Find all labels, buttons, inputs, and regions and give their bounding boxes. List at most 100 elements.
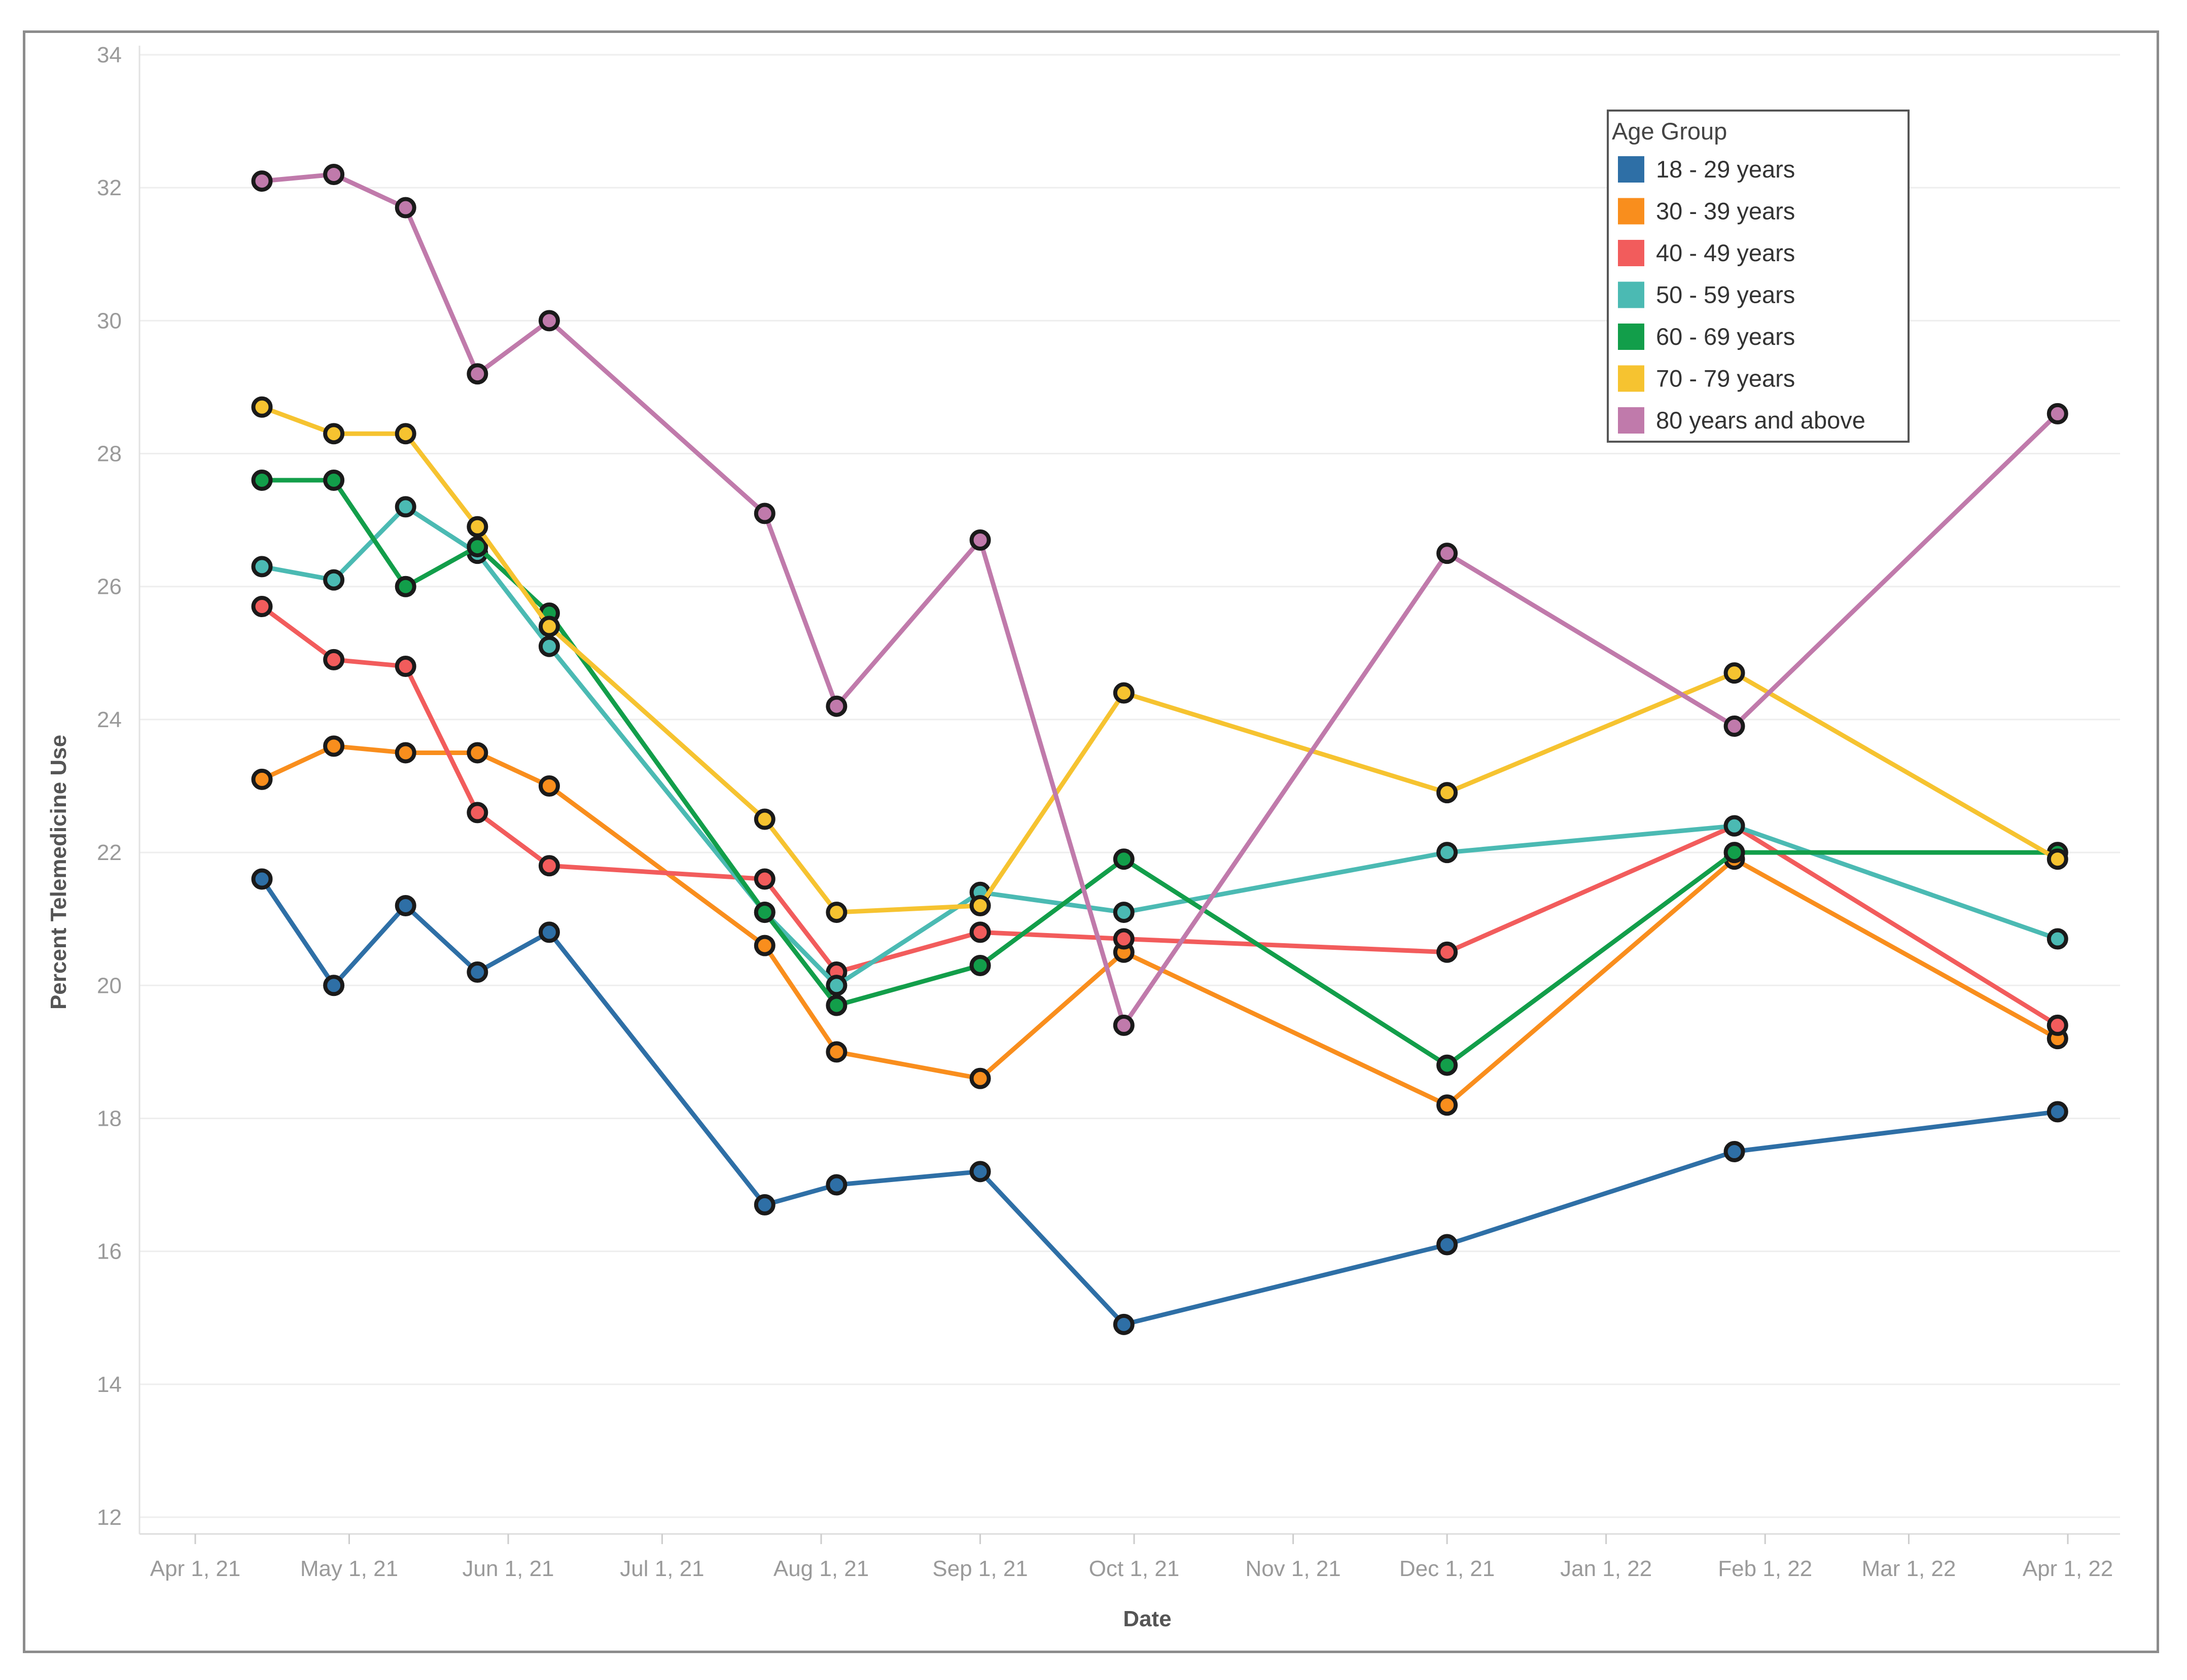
y-tick-label: 18 [97, 1106, 122, 1131]
data-point[interactable] [1113, 848, 1135, 870]
data-point[interactable] [754, 902, 775, 923]
data-point[interactable] [826, 695, 848, 717]
data-point[interactable] [538, 855, 560, 877]
data-point[interactable] [826, 902, 848, 923]
data-point[interactable] [323, 735, 345, 757]
data-point[interactable] [395, 576, 416, 597]
legend: Age Group 18 - 29 years 30 - 39 years 40 -… [1607, 110, 1910, 443]
legend-item[interactable]: 50 - 59 years [1618, 281, 1795, 308]
data-point[interactable] [969, 895, 991, 916]
data-point[interactable] [251, 396, 273, 418]
series-7 [251, 163, 2068, 1036]
x-tick-label: Apr 1, 21 [150, 1556, 241, 1581]
data-point[interactable] [467, 536, 488, 558]
data-point[interactable] [538, 310, 560, 332]
legend-title: Age Group [1612, 118, 1727, 145]
data-point[interactable] [2047, 1014, 2068, 1036]
data-point[interactable] [323, 649, 345, 670]
data-point[interactable] [969, 954, 991, 976]
data-point[interactable] [2047, 1101, 2068, 1123]
axes: 12 14 16 18 20 22 24 26 28 30 32 34 Apr 1, 21 May 1, … [97, 43, 2120, 1581]
x-tick-label: Sep 1, 21 [932, 1556, 1028, 1581]
data-point[interactable] [395, 197, 416, 219]
data-point[interactable] [1723, 662, 1745, 684]
data-point[interactable] [538, 635, 560, 657]
data-point[interactable] [1723, 1141, 1745, 1162]
data-point[interactable] [467, 516, 488, 538]
data-point[interactable] [251, 596, 273, 618]
data-point[interactable] [1113, 682, 1135, 704]
legend-label: 60 - 69 years [1656, 323, 1795, 350]
legend-item[interactable]: 40 - 49 years [1618, 239, 1795, 266]
data-point[interactable] [969, 1067, 991, 1089]
data-point[interactable] [538, 775, 560, 797]
data-point[interactable] [467, 742, 488, 764]
data-point[interactable] [251, 868, 273, 890]
data-point[interactable] [1436, 1234, 1458, 1256]
data-point[interactable] [826, 1041, 848, 1063]
x-tick-label: Jan 1, 22 [1560, 1556, 1652, 1581]
data-point[interactable] [1436, 1054, 1458, 1076]
data-point[interactable] [395, 423, 416, 445]
data-point[interactable] [969, 1161, 991, 1183]
data-point[interactable] [2047, 403, 2068, 424]
data-point[interactable] [1436, 543, 1458, 564]
y-tick-label: 24 [97, 707, 122, 732]
data-point[interactable] [826, 975, 848, 996]
data-point[interactable] [1723, 716, 1745, 737]
data-point[interactable] [1723, 842, 1745, 864]
data-point[interactable] [1436, 941, 1458, 963]
series-line [260, 604, 2060, 1028]
data-point[interactable] [969, 529, 991, 551]
legend-item[interactable]: 80 years and above [1618, 407, 1865, 434]
data-point[interactable] [467, 961, 488, 983]
data-point[interactable] [754, 1194, 775, 1216]
data-point[interactable] [1113, 1313, 1135, 1335]
data-point[interactable] [969, 921, 991, 943]
data-point[interactable] [395, 742, 416, 764]
legend-item[interactable]: 30 - 39 years [1618, 198, 1795, 225]
data-point[interactable] [1436, 842, 1458, 864]
data-point[interactable] [251, 556, 273, 578]
series-1 [251, 868, 2068, 1335]
data-point[interactable] [323, 975, 345, 996]
data-point[interactable] [754, 808, 775, 830]
data-point[interactable] [323, 469, 345, 491]
data-point[interactable] [826, 1174, 848, 1196]
data-point[interactable] [1723, 815, 1745, 837]
data-point[interactable] [251, 469, 273, 491]
data-point[interactable] [467, 802, 488, 824]
data-point[interactable] [538, 921, 560, 943]
data-point[interactable] [754, 868, 775, 890]
data-point[interactable] [323, 569, 345, 591]
data-point[interactable] [754, 935, 775, 956]
data-point[interactable] [395, 656, 416, 677]
data-point[interactable] [395, 496, 416, 518]
data-point[interactable] [538, 616, 560, 637]
data-point[interactable] [1436, 782, 1458, 804]
data-point[interactable] [251, 768, 273, 790]
data-point[interactable] [251, 170, 273, 192]
data-point[interactable] [1113, 1014, 1135, 1036]
data-point[interactable] [1113, 902, 1135, 923]
data-point[interactable] [2047, 928, 2068, 950]
legend-item[interactable]: 18 - 29 years [1618, 156, 1795, 183]
data-point[interactable] [1113, 928, 1135, 950]
data-point[interactable] [467, 363, 488, 385]
data-point[interactable] [323, 423, 345, 445]
data-point[interactable] [754, 503, 775, 524]
legend-item[interactable]: 70 - 79 years [1618, 365, 1795, 392]
legend-item[interactable]: 60 - 69 years [1618, 323, 1795, 350]
data-point[interactable] [1436, 1094, 1458, 1116]
data-point[interactable] [826, 994, 848, 1016]
data-point[interactable] [2047, 848, 2068, 870]
data-point[interactable] [395, 895, 416, 916]
legend-label: 50 - 59 years [1656, 281, 1795, 308]
x-tick-label: Nov 1, 21 [1245, 1556, 1341, 1581]
legend-label: 30 - 39 years [1656, 198, 1795, 225]
legend-swatch [1618, 407, 1644, 434]
data-point[interactable] [323, 163, 345, 185]
series-lines [251, 163, 2068, 1335]
series-line [260, 172, 2060, 1028]
x-tick-label: Jul 1, 21 [620, 1556, 704, 1581]
